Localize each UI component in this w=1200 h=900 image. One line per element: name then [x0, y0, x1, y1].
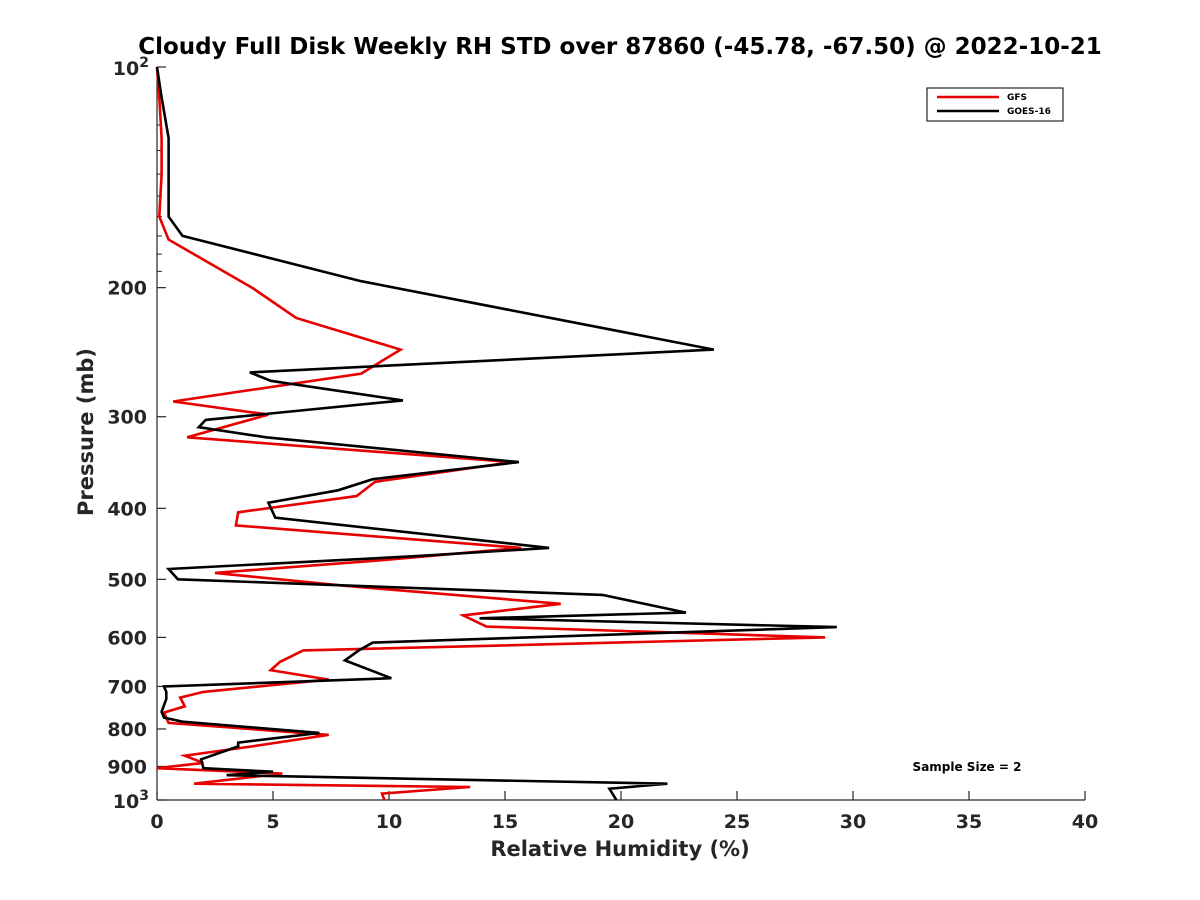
- y-tick-label: 400: [107, 498, 147, 520]
- series-line-goes-16: [155, 66, 837, 801]
- sample-size-note: Sample Size = 2: [913, 760, 1022, 774]
- x-tick-label: 0: [150, 811, 163, 833]
- y-tick-label: 800: [107, 719, 147, 741]
- legend-label-gfs: GFS: [1007, 93, 1027, 103]
- y-axis-label: Pressure (mb): [74, 348, 98, 516]
- y-tick-label: 200: [107, 278, 147, 300]
- x-tick-label: 40: [1072, 811, 1098, 833]
- y-tick-label-top: 102: [113, 55, 149, 80]
- chart-title: Cloudy Full Disk Weekly RH STD over 8786…: [138, 34, 1102, 60]
- x-tick-label: 25: [724, 811, 750, 833]
- legend-box: [926, 87, 1064, 122]
- series-line-gfs: [155, 66, 826, 801]
- x-tick-label: 10: [376, 811, 402, 833]
- x-tick-label: 30: [840, 811, 866, 833]
- legend: GFS GOES-16: [926, 87, 1064, 122]
- y-tick-label: 700: [107, 676, 147, 698]
- y-tick-label: 600: [107, 627, 147, 649]
- x-tick-label: 35: [956, 811, 982, 833]
- series-layer: [155, 66, 837, 801]
- y-tick-label: 300: [107, 407, 147, 429]
- y-tick-label: 500: [107, 569, 147, 591]
- axes: 0 5 10 15 20 25 30 35 40 200 300 400 500 600 700 800 900…: [107, 55, 1098, 833]
- x-tick-label: 20: [608, 811, 634, 833]
- y-tick-label-bottom: 103: [113, 788, 149, 813]
- legend-label-goes-16: GOES-16: [1007, 107, 1051, 117]
- x-axis-label: Relative Humidity (%): [490, 837, 749, 861]
- y-tick-label: 900: [107, 756, 147, 778]
- x-tick-label: 5: [266, 811, 279, 833]
- x-tick-label: 15: [492, 811, 518, 833]
